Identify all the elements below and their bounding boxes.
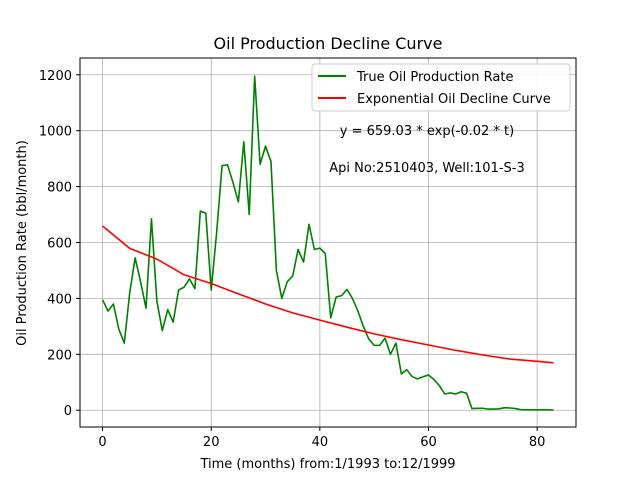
x-tick-label: 60 (420, 435, 437, 450)
y-tick-label: 1000 (39, 125, 72, 140)
x-axis-label: Time (months) from:1/1993 to:12/1999 (199, 457, 455, 472)
x-tick-label: 20 (203, 435, 220, 450)
chart-title: Oil Production Decline Curve (214, 34, 443, 53)
legend-label-exponential-decline: Exponential Oil Decline Curve (357, 92, 551, 107)
y-tick-label: 600 (47, 237, 72, 252)
series-line-true-production (101, 75, 554, 411)
y-tick-label: 400 (47, 292, 72, 307)
equation-annotation: y = 659.03 * exp(-0.02 * t) (340, 124, 514, 139)
y-tick-label: 0 (64, 404, 72, 419)
well-annotation: Api No:2510403, Well:101-S-3 (329, 161, 525, 176)
grid-layer (80, 58, 576, 427)
x-tick-label: 0 (98, 435, 106, 450)
legend-box (311, 63, 571, 112)
y-tick-label: 200 (47, 348, 72, 363)
series-layer (101, 75, 554, 411)
y-axis-label: Oil Production Rate (bbl/month) (15, 140, 30, 346)
x-tick-label: 40 (312, 435, 329, 450)
series-line-exponential-decline (102, 225, 554, 364)
legend-label-true-production: True Oil Production Rate (356, 70, 513, 85)
y-tick-label: 800 (47, 181, 72, 196)
legend: True Oil Production Rate Exponential Oil… (311, 63, 571, 112)
x-tick-label: 80 (529, 435, 546, 450)
y-tick-label: 1200 (39, 69, 72, 84)
